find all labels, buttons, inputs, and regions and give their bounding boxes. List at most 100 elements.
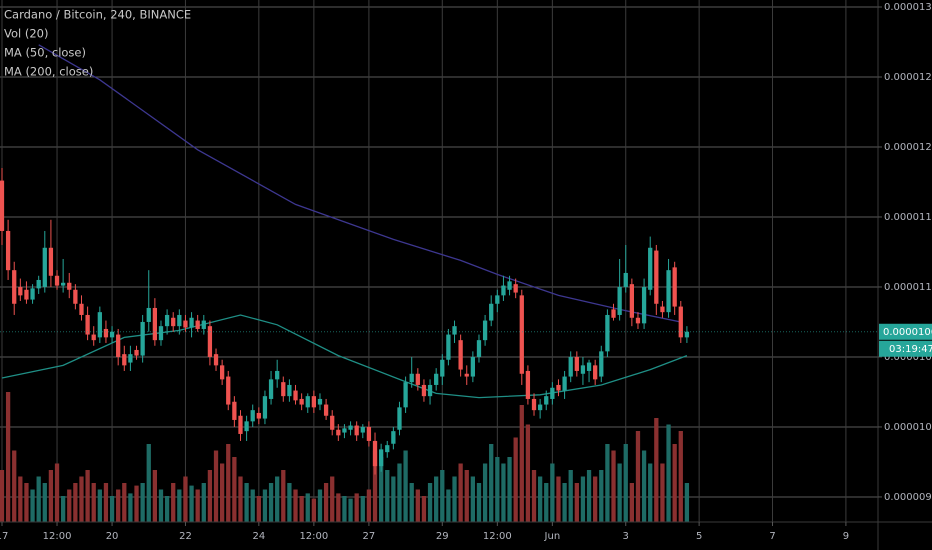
candle-body: [305, 396, 310, 408]
volume-bar: [79, 476, 84, 522]
candle-body: [158, 326, 164, 341]
candle-body: [605, 314, 610, 352]
candle-body: [378, 449, 384, 467]
candle-body: [109, 331, 115, 338]
volume-bar: [134, 485, 139, 522]
countdown-box: [879, 340, 932, 357]
candle-body: [452, 326, 457, 335]
candle-body: [476, 340, 482, 357]
candle-body: [262, 396, 268, 419]
candle-body: [434, 373, 439, 385]
candle-body: [42, 247, 47, 287]
candle-body: [507, 281, 512, 290]
volume-bar: [152, 470, 158, 522]
candle-body: [440, 359, 445, 377]
candle-body: [238, 415, 243, 434]
last-price-label: 0.00001068: [883, 327, 932, 338]
volume-bar: [544, 483, 549, 522]
x-tick-label: 17: [0, 531, 8, 542]
volume-bar: [54, 463, 60, 522]
candle-body: [30, 288, 35, 300]
candle-body: [495, 295, 500, 304]
volume-bar: [391, 476, 396, 522]
candle-body: [5, 230, 11, 271]
candle-body: [568, 356, 573, 377]
volume-bar: [366, 489, 372, 522]
candle-body: [36, 279, 41, 289]
y-tick-label: 0.00001250: [884, 72, 932, 83]
candle-body: [189, 317, 194, 328]
volume-bar: [128, 493, 133, 522]
volume-bar: [164, 496, 170, 522]
candle-body: [116, 334, 121, 357]
candle-body: [177, 314, 182, 327]
candle-body: [531, 398, 537, 411]
x-tick-label: 12:00: [43, 531, 72, 542]
volume-bar: [531, 470, 537, 522]
candle-body: [317, 398, 323, 405]
candle-body: [464, 373, 469, 377]
y-tick-label: 0.00001200: [884, 142, 932, 153]
volume-bar: [317, 489, 323, 522]
candle-body: [281, 382, 286, 397]
volume-bar: [421, 496, 427, 522]
candle-body: [666, 270, 671, 313]
volume-bar: [635, 431, 641, 522]
candle-body: [574, 356, 579, 371]
volume-bar: [67, 489, 72, 522]
volume-bar: [213, 450, 219, 522]
volume-bar: [666, 424, 671, 522]
candle-body: [519, 295, 524, 374]
candle-body: [0, 180, 5, 231]
volume-bar: [562, 483, 567, 522]
candle-body: [409, 373, 414, 383]
volume-bar: [262, 489, 268, 522]
volume-bar: [684, 483, 690, 522]
x-tick-label: Jun: [544, 531, 561, 542]
x-tick-label: 7: [769, 531, 775, 542]
candle-body: [397, 407, 402, 430]
candle-body: [372, 440, 378, 467]
candle-body: [195, 320, 200, 329]
volume-bar: [476, 483, 482, 522]
candle-body: [18, 286, 23, 296]
volume-bar: [617, 463, 622, 522]
candle-body: [250, 410, 255, 422]
volume-bar: [403, 450, 408, 522]
volume-bar: [568, 470, 573, 522]
candle-body: [385, 445, 390, 453]
candle-body: [342, 428, 347, 433]
volume-bar: [458, 463, 463, 522]
candle-body: [299, 398, 304, 405]
candle-body: [146, 307, 151, 322]
volume-bar: [91, 483, 96, 522]
volume-bar: [275, 476, 280, 522]
volume-bar: [24, 483, 29, 522]
y-tick-label: 0.00001300: [884, 2, 932, 13]
candle-body: [134, 349, 139, 356]
volume-bar: [654, 418, 659, 522]
y-tick-label: 0.00001050: [884, 352, 932, 363]
volume-bar: [623, 444, 628, 522]
volume-bar: [501, 463, 506, 522]
last-price-box: [879, 323, 932, 340]
candle-body: [525, 370, 531, 399]
x-tick-label: 9: [843, 531, 849, 542]
candle-body: [24, 289, 29, 300]
candle-body: [164, 314, 170, 327]
candle-body: [256, 412, 261, 419]
volume-bar: [305, 493, 310, 522]
candle-body: [513, 284, 518, 293]
candle-body: [60, 282, 66, 286]
volume-bar: [250, 489, 255, 522]
volume-bar: [232, 457, 237, 522]
volume-bar: [629, 483, 635, 522]
volume-bar: [109, 496, 115, 522]
volume-bar: [599, 470, 604, 522]
volume-bar: [519, 405, 524, 522]
candle-body: [73, 289, 78, 304]
candle-body: [562, 376, 567, 391]
candle-body: [91, 334, 96, 341]
volume-bar: [360, 496, 365, 522]
volume-bar: [244, 483, 249, 522]
